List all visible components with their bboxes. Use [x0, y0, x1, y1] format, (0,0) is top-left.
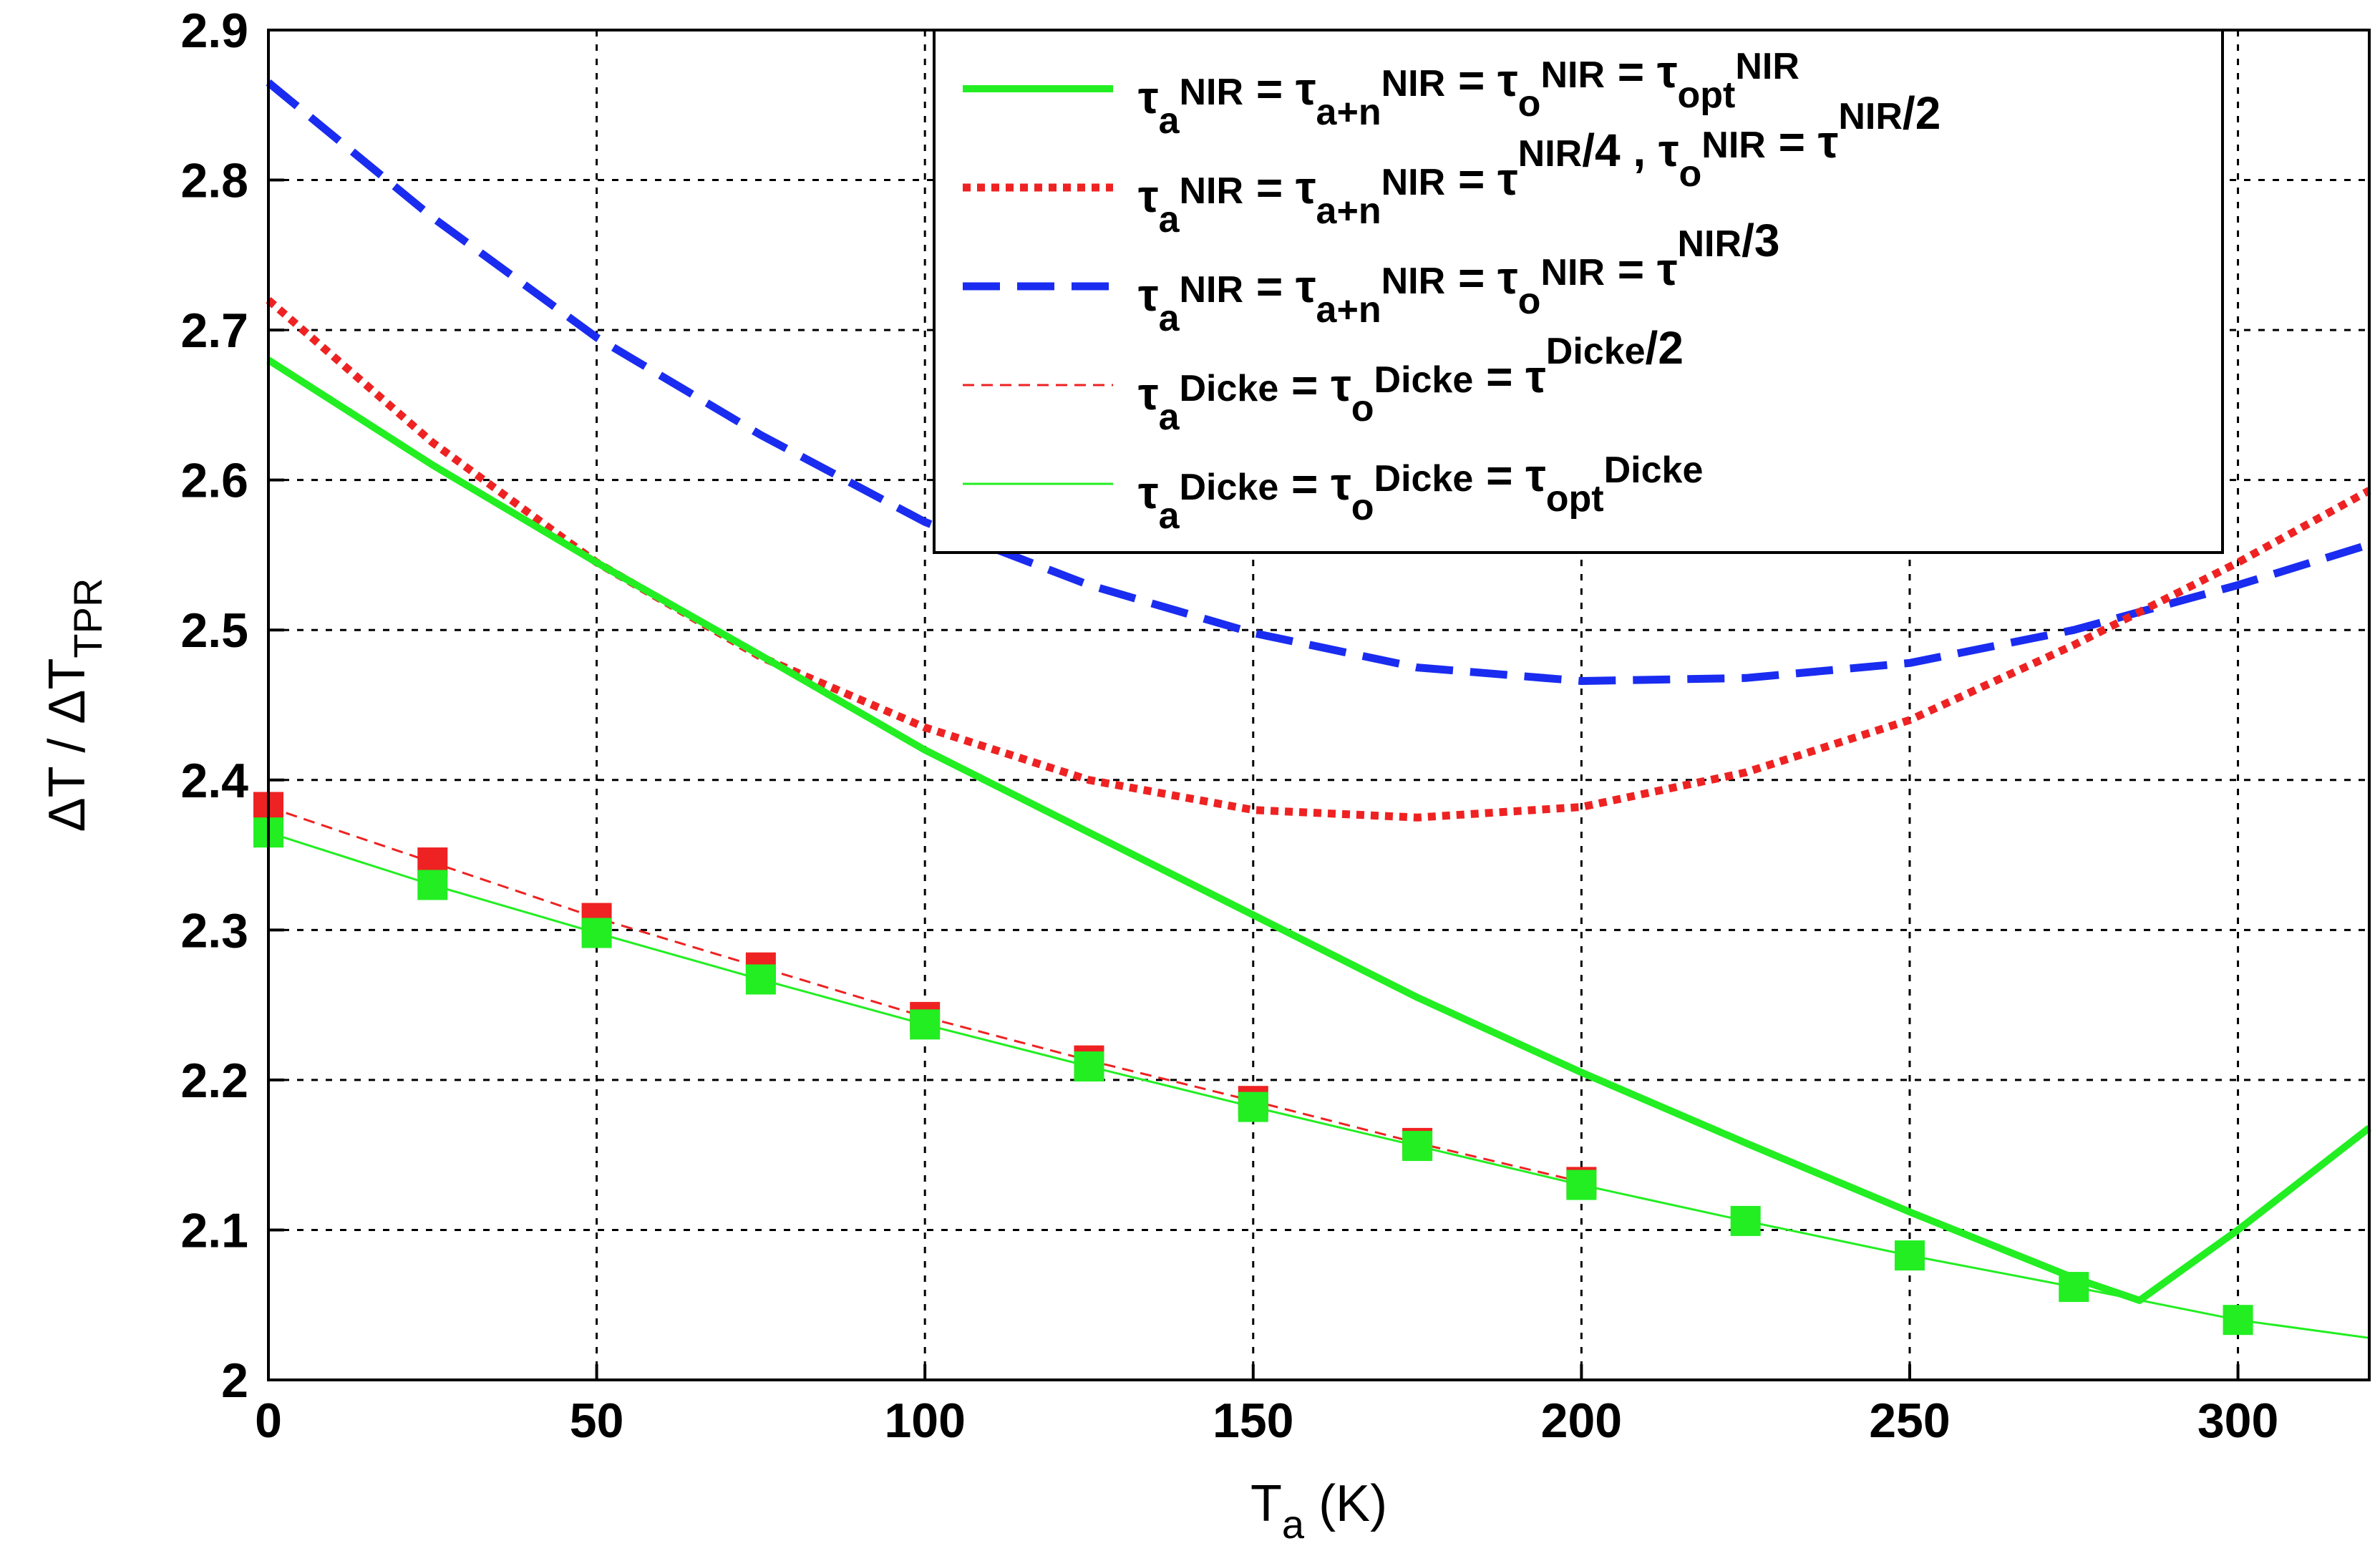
marker-series-4-x150	[1238, 1091, 1268, 1122]
x-tick-label-0: 0	[255, 1394, 282, 1448]
legend-entry-4: τaDicke = τoDicke = τoptDicke	[1138, 449, 1703, 537]
y-tick-label-2.3: 2.3	[180, 903, 248, 958]
y-tick-label-2.7: 2.7	[180, 303, 248, 358]
marker-series-4-x25	[417, 870, 448, 900]
x-tick-label-100: 100	[884, 1394, 965, 1448]
legend-entry-0: τaNIR = τa+nNIR = τoNIR = τoptNIR	[1138, 46, 1799, 142]
y-tick-label-2: 2	[221, 1353, 248, 1408]
marker-series-4-x175	[1402, 1131, 1433, 1162]
marker-series-4-x300	[2223, 1305, 2253, 1336]
x-tick-label-250: 250	[1869, 1394, 1950, 1448]
x-tick-label-300: 300	[2197, 1394, 2278, 1448]
series-line-0	[266, 356, 2372, 1304]
marker-series-4-x275	[2059, 1272, 2089, 1303]
axis-labels: Ta (K) ΔT / ΔTTPR	[39, 578, 1387, 1547]
x-tick-label-200: 200	[1541, 1394, 1622, 1448]
series-line-1	[266, 297, 2371, 822]
legend-entry-1: τaNIR = τa+nNIR = τNIR/4 , τoNIR = τNIR/…	[1138, 87, 1941, 240]
marker-series-4-x100	[910, 1009, 941, 1040]
y-tick-label-2.8: 2.8	[180, 154, 248, 208]
marker-series-4-x75	[745, 964, 776, 995]
marker-series-4-x50	[581, 918, 612, 948]
y-tick-label-2.4: 2.4	[180, 754, 248, 808]
y-tick-label-2.9: 2.9	[180, 4, 248, 58]
x-tick-label-150: 150	[1213, 1394, 1293, 1448]
marker-series-4-x200	[1566, 1170, 1597, 1200]
tick-labels: 0 50 100 150 200 250 300 2 2.1 2.2 2.3 2.4 2.5 2.6 2.7…	[180, 4, 2278, 1448]
legend-entry-3: τaDicke = τoDicke = τDicke/2	[1138, 322, 1684, 438]
series-line-2	[266, 79, 2371, 685]
marker-series-4-x125	[1074, 1051, 1104, 1082]
y-tick-label-2.6: 2.6	[180, 454, 248, 508]
legend-box	[933, 29, 2224, 554]
y-axis-label: ΔT / ΔTTPR	[39, 578, 110, 832]
legend-entry-2: τaNIR = τa+nNIR = τoNIR = τNIR/3	[1138, 215, 1779, 339]
marker-series-4-x225	[1730, 1205, 1761, 1236]
series-layer	[253, 79, 2372, 1339]
x-axis-label: Ta (K)	[1250, 1475, 1387, 1547]
x-tick-label-50: 50	[570, 1394, 624, 1448]
y-tick-label-2.1: 2.1	[180, 1203, 248, 1258]
y-tick-label-2.5: 2.5	[180, 603, 248, 658]
y-tick-label-2.2: 2.2	[180, 1054, 248, 1108]
marker-series-4-x250	[1894, 1240, 1925, 1271]
series-line-4	[268, 831, 2370, 1339]
